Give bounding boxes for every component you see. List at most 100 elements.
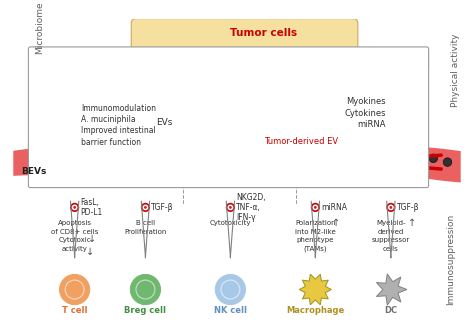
Circle shape	[168, 107, 171, 110]
FancyBboxPatch shape	[215, 70, 274, 118]
Circle shape	[165, 104, 173, 113]
Text: ↓: ↓	[86, 247, 94, 257]
Text: FasL,
PD-L1: FasL, PD-L1	[80, 198, 102, 217]
Polygon shape	[299, 274, 331, 305]
Circle shape	[136, 280, 155, 299]
Circle shape	[132, 154, 140, 163]
Text: NK cell: NK cell	[214, 306, 247, 315]
Circle shape	[339, 154, 348, 163]
Circle shape	[273, 66, 282, 75]
Circle shape	[37, 156, 46, 164]
Text: ↑: ↑	[408, 218, 416, 228]
Circle shape	[144, 206, 147, 209]
Circle shape	[191, 104, 232, 145]
Text: Immunosuppression: Immunosuppression	[446, 214, 455, 305]
Text: Tumor-derived EV: Tumor-derived EV	[264, 137, 338, 146]
Circle shape	[193, 80, 201, 89]
Circle shape	[65, 280, 84, 299]
FancyBboxPatch shape	[246, 88, 300, 128]
Text: 🏃: 🏃	[419, 52, 429, 70]
Circle shape	[236, 105, 282, 150]
Text: Cytotoxic: Cytotoxic	[58, 237, 91, 243]
Text: Macrophage: Macrophage	[286, 306, 345, 315]
Circle shape	[71, 204, 78, 211]
Text: Cytotoxicity: Cytotoxicity	[210, 220, 251, 226]
Text: cells: cells	[383, 246, 399, 252]
Circle shape	[301, 79, 310, 87]
Circle shape	[443, 158, 452, 166]
Text: TGF-β: TGF-β	[151, 203, 173, 212]
Text: derived: derived	[378, 229, 404, 235]
Text: into M2-like: into M2-like	[295, 229, 336, 235]
Text: Immunomodulation: Immunomodulation	[81, 104, 156, 113]
Text: Proliferation: Proliferation	[124, 229, 167, 235]
Circle shape	[429, 154, 438, 163]
Text: NKG2D,
TNF-α,
IFN-γ: NKG2D, TNF-α, IFN-γ	[236, 193, 266, 222]
FancyBboxPatch shape	[266, 66, 327, 112]
Circle shape	[401, 158, 409, 166]
Polygon shape	[376, 274, 407, 305]
Text: barrier function: barrier function	[81, 138, 141, 147]
Circle shape	[300, 130, 302, 133]
Circle shape	[66, 154, 74, 163]
Text: (TAMs): (TAMs)	[303, 246, 327, 252]
Text: Myokines: Myokines	[346, 97, 386, 106]
Circle shape	[227, 204, 234, 211]
Polygon shape	[13, 147, 461, 183]
Text: miRNA: miRNA	[321, 203, 347, 212]
Text: suppressor: suppressor	[372, 237, 410, 243]
Circle shape	[73, 206, 76, 209]
FancyBboxPatch shape	[131, 19, 358, 151]
Circle shape	[323, 97, 326, 100]
Text: T cell: T cell	[62, 306, 87, 315]
Text: activity: activity	[62, 246, 88, 252]
Text: ↓: ↓	[88, 233, 96, 244]
Circle shape	[276, 137, 283, 145]
Circle shape	[320, 95, 329, 103]
Text: BEVs: BEVs	[21, 167, 47, 176]
Text: Myeloid-: Myeloid-	[376, 220, 406, 226]
FancyBboxPatch shape	[230, 50, 297, 101]
Circle shape	[221, 280, 240, 299]
Text: A. muciniphila: A. muciniphila	[81, 115, 136, 124]
Circle shape	[217, 127, 225, 136]
Circle shape	[219, 130, 222, 133]
Text: miRNA: miRNA	[358, 120, 386, 129]
Text: B cell: B cell	[136, 220, 155, 226]
Text: Tumor cells: Tumor cells	[230, 28, 297, 38]
Polygon shape	[336, 64, 372, 101]
Circle shape	[130, 275, 161, 305]
Text: EVs: EVs	[156, 118, 173, 127]
Text: TGF-β: TGF-β	[397, 203, 419, 212]
Circle shape	[335, 109, 343, 117]
Circle shape	[170, 156, 178, 164]
Circle shape	[142, 204, 149, 211]
Text: Improved intestinal: Improved intestinal	[81, 126, 156, 135]
Text: DC: DC	[384, 306, 397, 315]
Text: Physical activity: Physical activity	[451, 34, 460, 107]
Text: ↑: ↑	[332, 218, 340, 228]
Circle shape	[297, 127, 305, 136]
Text: Apoptosis: Apoptosis	[58, 220, 91, 226]
Circle shape	[196, 83, 199, 86]
Circle shape	[337, 112, 340, 115]
Circle shape	[387, 204, 395, 211]
Circle shape	[226, 76, 235, 84]
Circle shape	[215, 275, 246, 305]
Text: Cytokines: Cytokines	[345, 109, 386, 118]
Circle shape	[304, 81, 307, 84]
Ellipse shape	[264, 81, 281, 93]
Text: of CD8+ cells: of CD8+ cells	[51, 229, 98, 235]
Circle shape	[368, 156, 376, 164]
FancyBboxPatch shape	[28, 47, 428, 188]
Circle shape	[248, 130, 251, 133]
Circle shape	[276, 69, 279, 72]
Text: Polarization: Polarization	[295, 220, 336, 226]
Circle shape	[245, 127, 254, 136]
Circle shape	[390, 206, 392, 209]
Text: Breg cell: Breg cell	[125, 306, 166, 315]
Circle shape	[229, 79, 232, 81]
Circle shape	[152, 72, 205, 125]
Circle shape	[311, 204, 319, 211]
Circle shape	[60, 275, 90, 305]
